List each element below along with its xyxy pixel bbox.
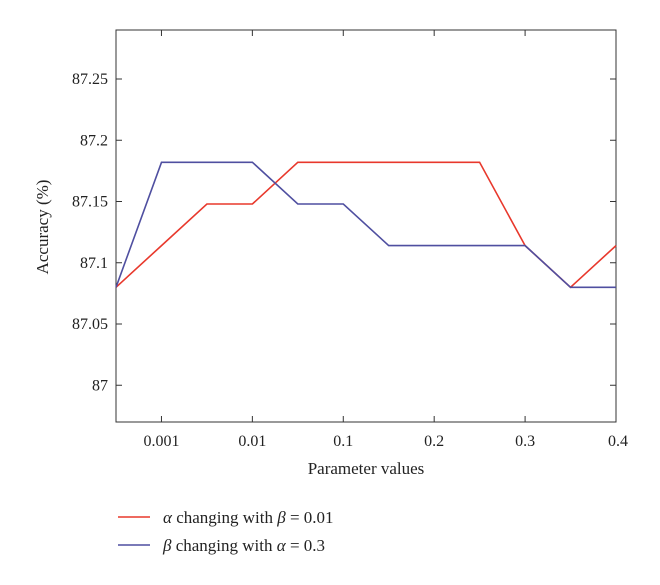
y-tick-label: 87.25 bbox=[72, 71, 108, 88]
x-tick-label: 0.2 bbox=[424, 433, 444, 450]
x-tick-label: 0.001 bbox=[143, 433, 179, 450]
plot-frame bbox=[115, 29, 617, 423]
legend-label-part: α bbox=[163, 508, 173, 527]
y-axis-ticks: 87 87.05 87.1 87.15 87.2 87.25 bbox=[72, 71, 616, 394]
series-lines bbox=[115, 161, 617, 289]
legend-label-part: changing with bbox=[171, 536, 276, 555]
y-tick-label: 87.15 bbox=[72, 194, 108, 211]
x-tick-label: 0.4 bbox=[608, 433, 628, 450]
x-tick-label: 0.3 bbox=[515, 433, 535, 450]
legend-label-part: = 0.3 bbox=[286, 536, 325, 555]
x-tick-label: 0.01 bbox=[238, 433, 266, 450]
x-axis-ticks: 0.001 0.01 0.1 0.2 0.3 0.4 bbox=[143, 30, 628, 450]
legend-label: α changing with β = 0.01 bbox=[163, 508, 334, 527]
y-tick-label: 87.05 bbox=[72, 316, 108, 333]
legend-label-part: β bbox=[162, 536, 172, 555]
legend: α changing with β = 0.01 β changing with … bbox=[118, 508, 334, 555]
y-tick-label: 87.1 bbox=[80, 255, 108, 272]
y-tick-label: 87 bbox=[92, 377, 108, 394]
series-line-2 bbox=[115, 161, 616, 289]
x-tick-label: 0.1 bbox=[333, 433, 353, 450]
legend-label-part: changing with bbox=[172, 508, 277, 527]
legend-label-part: α bbox=[277, 536, 287, 555]
y-tick-label: 87.2 bbox=[80, 132, 108, 149]
y-axis-label: Accuracy (%) bbox=[33, 180, 52, 275]
x-axis-label: Parameter values bbox=[308, 459, 425, 478]
legend-label: β changing with α = 0.3 bbox=[162, 536, 325, 555]
legend-label-part: β bbox=[276, 508, 286, 527]
legend-label-part: = 0.01 bbox=[286, 508, 334, 527]
